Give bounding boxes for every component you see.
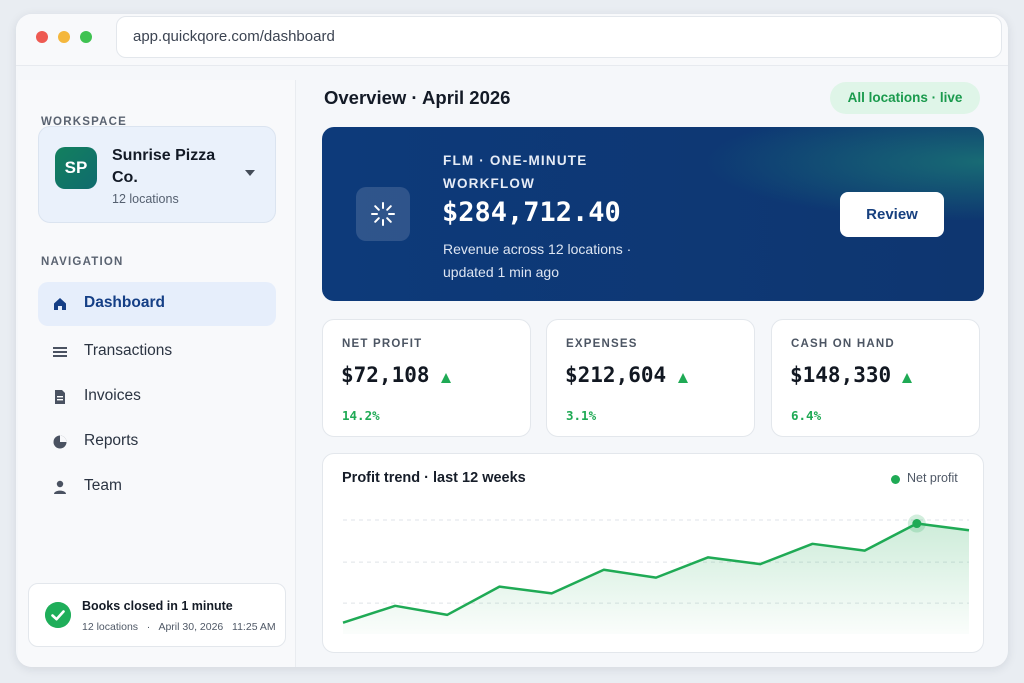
kpi-delta: 6.4% bbox=[791, 408, 822, 423]
data-point[interactable] bbox=[393, 604, 397, 608]
kpi-delta: 14.2% bbox=[342, 408, 380, 423]
data-point[interactable] bbox=[811, 542, 815, 546]
workspace-name: Sunrise Pizza Co. bbox=[112, 147, 216, 186]
home-icon bbox=[54, 298, 66, 310]
trend-up-icon bbox=[678, 373, 688, 383]
legend-marker bbox=[891, 475, 900, 484]
sidebar-item-label: Invoices bbox=[84, 387, 141, 404]
data-point[interactable] bbox=[602, 568, 606, 572]
data-point[interactable] bbox=[654, 576, 658, 580]
books-date: April 30, 2026 bbox=[158, 621, 224, 633]
data-point[interactable] bbox=[863, 549, 867, 553]
chevron-down-icon bbox=[245, 170, 255, 176]
loading-spinner-icon bbox=[356, 187, 410, 241]
sidebar-item-dashboard[interactable]: Dashboard bbox=[38, 282, 276, 326]
browser-window: app.quickqore.com/dashboard WORKSPACE SP… bbox=[16, 14, 1008, 667]
maximize-window-button[interactable] bbox=[80, 31, 92, 43]
sidebar-item-reports[interactable]: Reports bbox=[38, 420, 276, 464]
revenue-subtitle: Revenue across 12 locations · updated 1 … bbox=[443, 241, 632, 280]
data-point[interactable] bbox=[967, 528, 971, 532]
kpi-card-expenses[interactable]: EXPENSES $212,604 3.1% bbox=[546, 319, 755, 437]
legend-label: Net profit bbox=[907, 471, 958, 485]
sidebar-item-team[interactable]: Team bbox=[38, 465, 276, 509]
workspace-label: WORKSPACE bbox=[41, 116, 127, 128]
sidebar-item-label: Dashboard bbox=[84, 294, 165, 311]
books-locations: 12 locations bbox=[82, 621, 139, 633]
data-point[interactable] bbox=[550, 591, 554, 595]
kpi-label: CASH ON HAND bbox=[791, 338, 895, 350]
books-closed-title: Books closed in 1 minute bbox=[82, 599, 233, 613]
books-closed-meta: 12 locations · April 30, 2026 11:25 AM bbox=[82, 621, 276, 633]
navigation-label: NAVIGATION bbox=[41, 256, 124, 268]
data-point[interactable] bbox=[341, 621, 345, 625]
pie-chart-icon bbox=[53, 435, 67, 449]
title-bar: app.quickqore.com/dashboard bbox=[16, 14, 1008, 66]
list-icon bbox=[53, 347, 67, 357]
chart-title: Profit trend · last 12 weeks bbox=[342, 470, 526, 486]
kpi-value: $148,330 bbox=[790, 363, 892, 387]
check-circle-icon bbox=[45, 602, 71, 628]
review-button[interactable]: Review bbox=[840, 192, 944, 237]
page-title: Overview · April 2026 bbox=[324, 87, 511, 108]
highlighted-data-point[interactable] bbox=[912, 519, 922, 529]
sidebar-item-label: Transactions bbox=[84, 342, 173, 359]
books-time: 11:25 AM bbox=[232, 621, 276, 633]
revenue-amount: $284,712.40 bbox=[442, 197, 621, 228]
locations-status-badge[interactable]: All locations · live bbox=[830, 82, 980, 114]
books-closed-card: Books closed in 1 minute 12 locations · … bbox=[28, 583, 286, 647]
kpi-label: EXPENSES bbox=[566, 338, 638, 350]
workspace-locations: 12 locations bbox=[112, 192, 179, 206]
trend-up-icon bbox=[441, 373, 451, 383]
trend-up-icon bbox=[902, 373, 912, 383]
data-point[interactable] bbox=[498, 585, 502, 589]
workspace-switcher[interactable]: SP Sunrise Pizza Co. 12 locations bbox=[38, 126, 276, 223]
user-icon bbox=[54, 480, 66, 494]
net-profit-line bbox=[342, 522, 970, 624]
sidebar-item-invoices[interactable]: Invoices bbox=[38, 375, 276, 419]
kpi-delta: 3.1% bbox=[566, 408, 597, 423]
sidebar: WORKSPACE SP Sunrise Pizza Co. 12 locati… bbox=[18, 80, 296, 667]
revenue-hero-card: FLM · ONE-MINUTE WORKFLOW $284,712.40 Re… bbox=[322, 127, 984, 301]
address-bar[interactable]: app.quickqore.com/dashboard bbox=[116, 16, 1002, 58]
data-point[interactable] bbox=[758, 562, 762, 566]
kpi-card-net-profit[interactable]: NET PROFIT $72,108 14.2% bbox=[322, 319, 531, 437]
kpi-card-cash-on-hand[interactable]: CASH ON HAND $148,330 6.4% bbox=[771, 319, 980, 437]
close-window-button[interactable] bbox=[36, 31, 48, 43]
document-icon bbox=[55, 390, 65, 404]
workspace-avatar: SP bbox=[55, 147, 97, 189]
data-point[interactable] bbox=[706, 555, 710, 559]
kpi-value: $212,604 bbox=[565, 363, 667, 387]
profit-trend-chart bbox=[341, 514, 971, 634]
kpi-label: NET PROFIT bbox=[342, 338, 423, 350]
sidebar-item-label: Reports bbox=[84, 432, 139, 449]
sidebar-item-label: Team bbox=[84, 477, 122, 494]
profit-trend-card: Profit trend · last 12 weeks Net profit bbox=[322, 453, 984, 653]
hero-kicker: FLM · ONE-MINUTE WORKFLOW bbox=[443, 153, 588, 191]
kpi-value: $72,108 bbox=[341, 363, 430, 387]
sidebar-item-transactions[interactable]: Transactions bbox=[38, 330, 276, 374]
data-point[interactable] bbox=[445, 613, 449, 617]
minimize-window-button[interactable] bbox=[58, 31, 70, 43]
